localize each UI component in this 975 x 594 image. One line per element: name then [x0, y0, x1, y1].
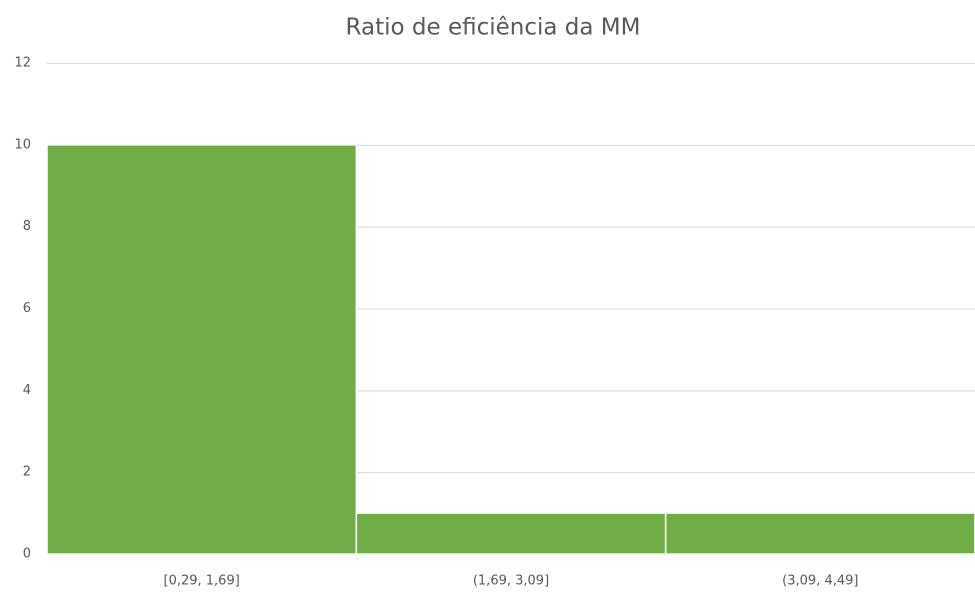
- y-tick-label: 10: [14, 137, 31, 152]
- chart-title: Ratio de eficiência da MM: [346, 15, 641, 41]
- y-tick-label: 8: [23, 219, 31, 234]
- y-tick-label: 0: [23, 547, 31, 562]
- bar: [664, 512, 975, 555]
- y-tick-label: 4: [23, 383, 31, 398]
- y-tick-label: 6: [23, 301, 31, 316]
- bar: [46, 144, 358, 555]
- y-tick-label: 12: [14, 56, 31, 71]
- x-tick-label: (3,09, 4,49]: [782, 574, 858, 589]
- bar: [355, 512, 667, 555]
- y-tick-label: 2: [23, 465, 31, 480]
- x-tick-label: (1,69, 3,09]: [473, 574, 549, 589]
- x-tick-label: [0,29, 1,69]: [164, 574, 240, 589]
